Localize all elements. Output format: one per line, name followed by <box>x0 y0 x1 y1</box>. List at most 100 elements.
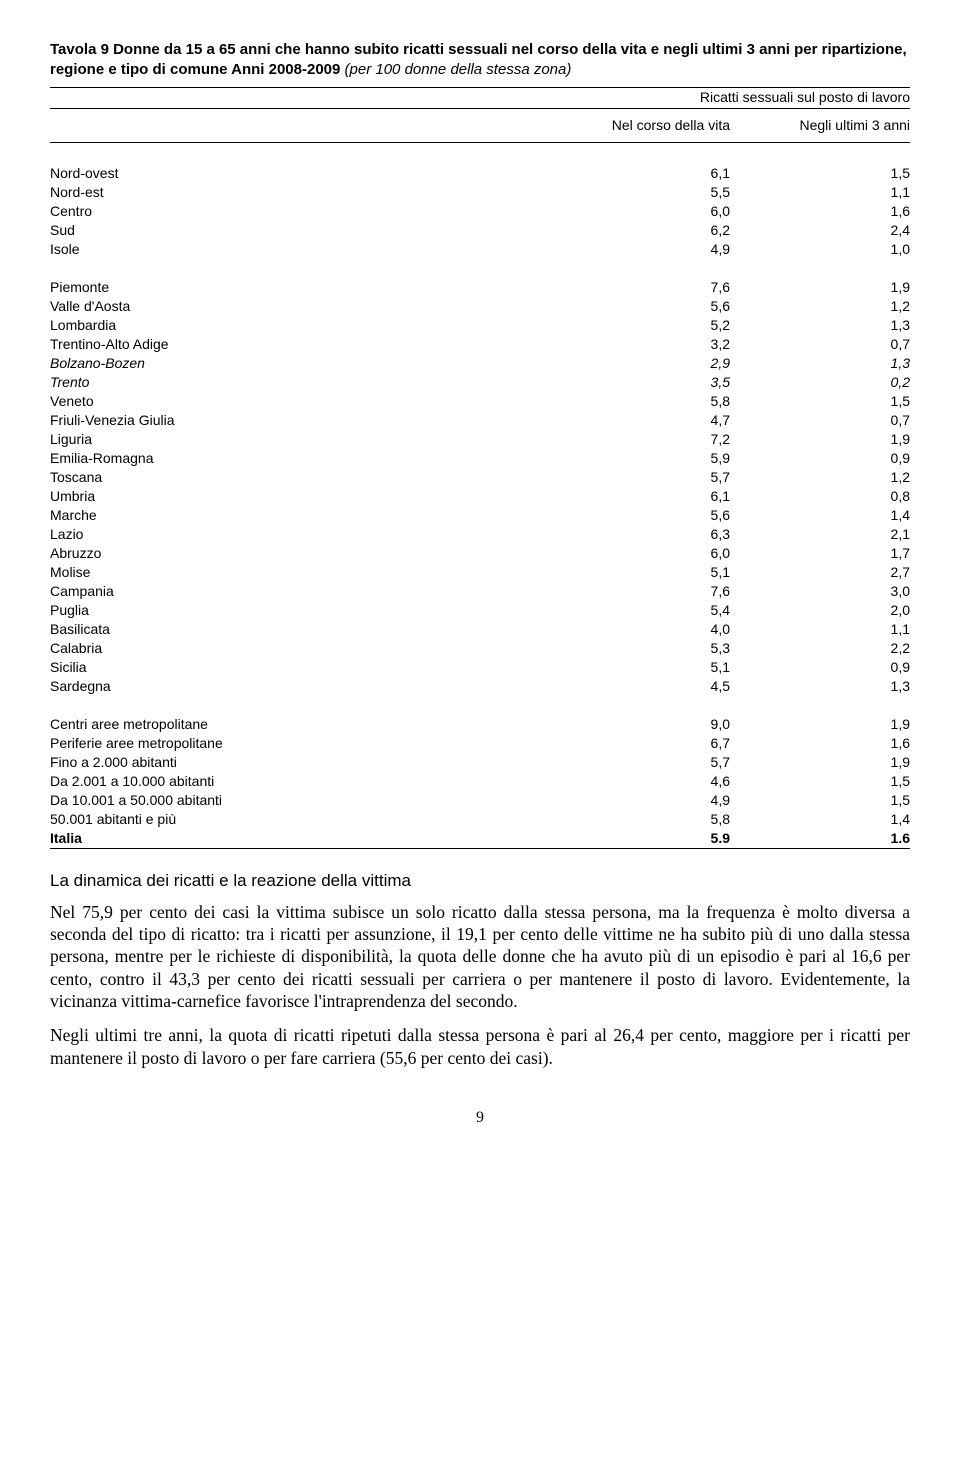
table-row: Trentino-Alto Adige3,20,7 <box>50 335 910 354</box>
page-number: 9 <box>50 1109 910 1127</box>
row-label: Trento <box>50 373 550 392</box>
row-value-1: 5,7 <box>550 753 730 772</box>
row-value-2: 1,0 <box>730 240 910 259</box>
row-value-1: 6,1 <box>550 164 730 183</box>
data-table: Ricatti sessuali sul posto di lavoro Nel… <box>50 88 910 848</box>
row-value-2: 1,4 <box>730 506 910 525</box>
row-label: Sardegna <box>50 677 550 696</box>
row-value-1: 5,1 <box>550 658 730 677</box>
row-value-2: 2,7 <box>730 563 910 582</box>
row-label: Friuli-Venezia Giulia <box>50 411 550 430</box>
row-value-1: 5,1 <box>550 563 730 582</box>
row-label: Puglia <box>50 601 550 620</box>
title-prefix: Tavola 9 <box>50 41 113 58</box>
row-value-1: 6,3 <box>550 525 730 544</box>
table-row: 50.001 abitanti e più5,81,4 <box>50 810 910 829</box>
row-value-1: 5,8 <box>550 810 730 829</box>
row-value-2: 1,5 <box>730 392 910 411</box>
row-value-1: 6,0 <box>550 202 730 221</box>
row-label: Italia <box>50 829 550 848</box>
row-value-1: 3,5 <box>550 373 730 392</box>
table-row: Da 2.001 a 10.000 abitanti4,61,5 <box>50 772 910 791</box>
table-row: Nord-ovest6,11,5 <box>50 164 910 183</box>
table-row: Basilicata4,01,1 <box>50 620 910 639</box>
row-label: Da 2.001 a 10.000 abitanti <box>50 772 550 791</box>
row-value-2: 1,3 <box>730 354 910 373</box>
row-value-2: 1,1 <box>730 620 910 639</box>
table-row: Molise5,12,7 <box>50 563 910 582</box>
table-row: Liguria7,21,9 <box>50 430 910 449</box>
row-label: Toscana <box>50 468 550 487</box>
row-value-2: 1,3 <box>730 316 910 335</box>
table-row: Lombardia5,21,3 <box>50 316 910 335</box>
row-label: Nord-est <box>50 183 550 202</box>
table-row: Nord-est5,51,1 <box>50 183 910 202</box>
row-value-1: 7,2 <box>550 430 730 449</box>
row-value-1: 5,9 <box>550 449 730 468</box>
table-row: Centro6,01,6 <box>50 202 910 221</box>
row-value-2: 1,9 <box>730 278 910 297</box>
row-value-1: 4,7 <box>550 411 730 430</box>
row-label: Valle d'Aosta <box>50 297 550 316</box>
paragraph-2: Negli ultimi tre anni, la quota di ricat… <box>50 1024 910 1069</box>
row-value-1: 5,3 <box>550 639 730 658</box>
row-label: Periferie aree metropolitane <box>50 734 550 753</box>
rule-bottom <box>50 848 910 849</box>
row-value-2: 2,2 <box>730 639 910 658</box>
row-value-2: 0,7 <box>730 411 910 430</box>
row-value-2: 1,6 <box>730 734 910 753</box>
row-value-2: 1,5 <box>730 791 910 810</box>
row-value-2: 1,9 <box>730 430 910 449</box>
table-row: Veneto5,81,5 <box>50 392 910 411</box>
table-title: Tavola 9 Donne da 15 a 65 anni che hanno… <box>50 40 910 81</box>
table-row: Italia5.91.6 <box>50 829 910 848</box>
row-label: Sicilia <box>50 658 550 677</box>
row-value-2: 1,6 <box>730 202 910 221</box>
row-value-2: 1,1 <box>730 183 910 202</box>
row-value-1: 5,6 <box>550 506 730 525</box>
table-row: Calabria5,32,2 <box>50 639 910 658</box>
row-value-1: 2,9 <box>550 354 730 373</box>
row-value-2: 0,9 <box>730 449 910 468</box>
table-row: Toscana5,71,2 <box>50 468 910 487</box>
row-label: Centri aree metropolitane <box>50 715 550 734</box>
table-row: Bolzano-Bozen2,91,3 <box>50 354 910 373</box>
table-row: Lazio6,32,1 <box>50 525 910 544</box>
table-row: Da 10.001 a 50.000 abitanti4,91,5 <box>50 791 910 810</box>
row-value-1: 6,0 <box>550 544 730 563</box>
row-label: Liguria <box>50 430 550 449</box>
row-value-1: 5,6 <box>550 297 730 316</box>
row-value-1: 4,9 <box>550 791 730 810</box>
row-value-2: 0,2 <box>730 373 910 392</box>
row-value-1: 4,5 <box>550 677 730 696</box>
row-label: Veneto <box>50 392 550 411</box>
row-value-1: 4,9 <box>550 240 730 259</box>
row-label: Molise <box>50 563 550 582</box>
row-label: Emilia-Romagna <box>50 449 550 468</box>
row-value-2: 1,3 <box>730 677 910 696</box>
row-label: Da 10.001 a 50.000 abitanti <box>50 791 550 810</box>
row-value-1: 5,4 <box>550 601 730 620</box>
row-label: Lombardia <box>50 316 550 335</box>
row-value-1: 5.9 <box>550 829 730 848</box>
row-value-1: 6,2 <box>550 221 730 240</box>
row-label: Basilicata <box>50 620 550 639</box>
table-row: Friuli-Venezia Giulia4,70,7 <box>50 411 910 430</box>
table-row: Periferie aree metropolitane6,71,6 <box>50 734 910 753</box>
row-label: Marche <box>50 506 550 525</box>
row-value-2: 1,5 <box>730 772 910 791</box>
row-value-2: 1,9 <box>730 753 910 772</box>
row-value-2: 0,9 <box>730 658 910 677</box>
row-value-2: 0,7 <box>730 335 910 354</box>
row-label: 50.001 abitanti e più <box>50 810 550 829</box>
row-label: Isole <box>50 240 550 259</box>
header-col1: Nel corso della vita <box>550 111 730 141</box>
row-label: Abruzzo <box>50 544 550 563</box>
table-row: Trento3,50,2 <box>50 373 910 392</box>
title-italic: (per 100 donne della stessa zona) <box>345 61 572 78</box>
row-value-2: 1,9 <box>730 715 910 734</box>
row-value-1: 5,7 <box>550 468 730 487</box>
row-label: Bolzano-Bozen <box>50 354 550 373</box>
row-label: Campania <box>50 582 550 601</box>
row-value-2: 0,8 <box>730 487 910 506</box>
